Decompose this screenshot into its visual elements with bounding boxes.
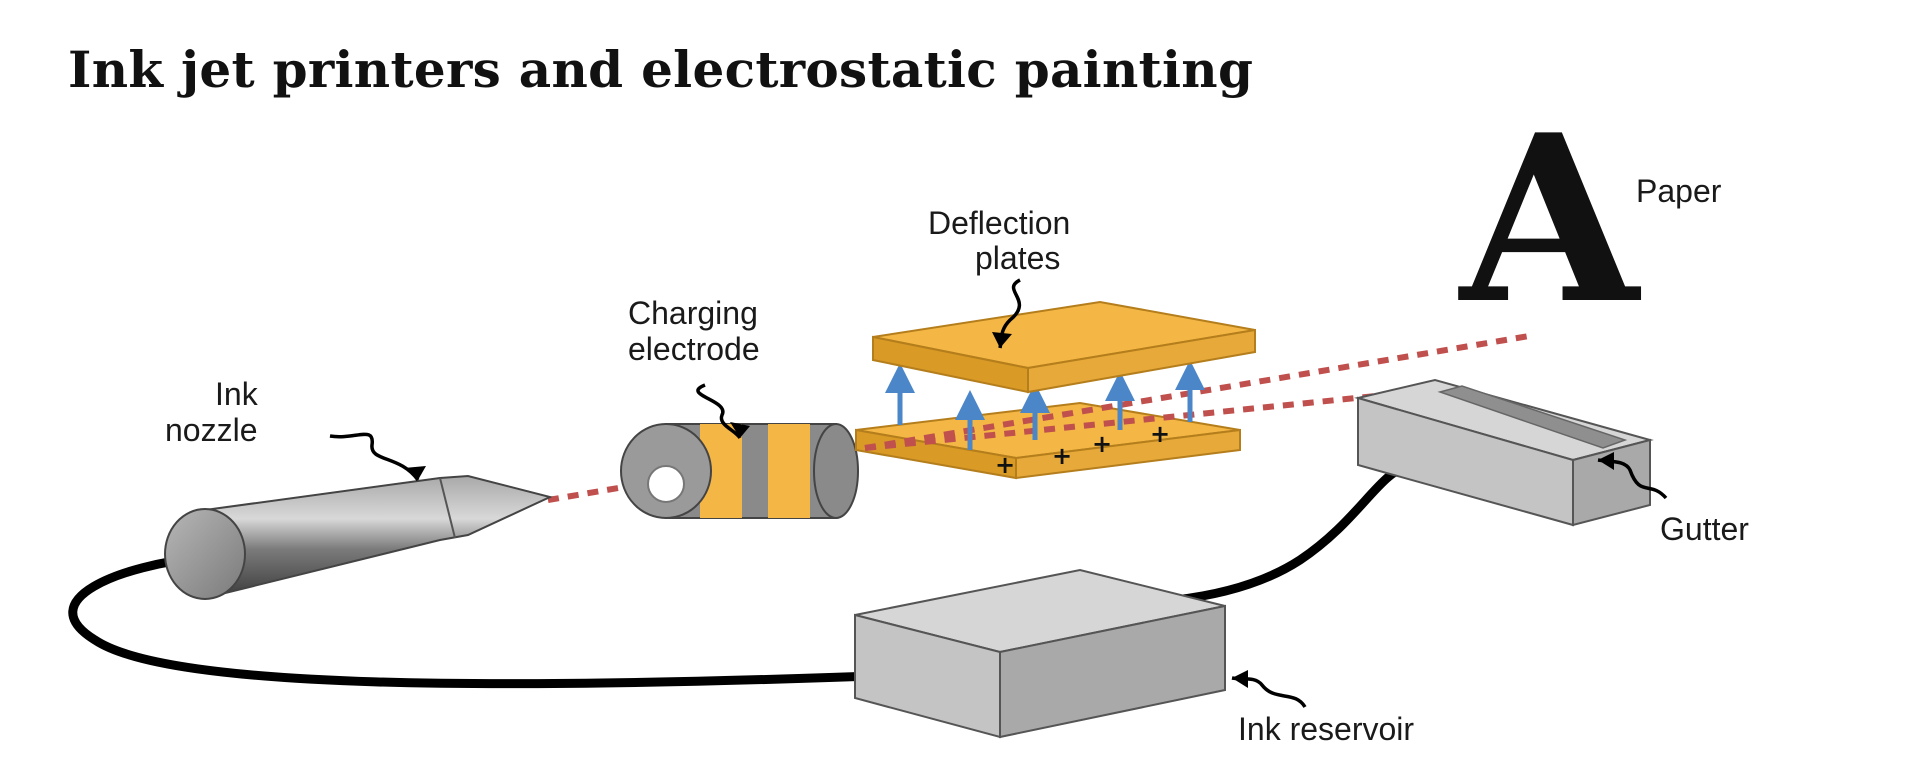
gutter-return-tube [1170,461,1415,605]
label-paper: Paper [1636,173,1722,209]
label-ink-nozzle-line1: Ink [215,376,259,412]
label-pointer-heads [404,332,1614,688]
ink-nozzle [164,474,553,600]
nozzle-supply-tube [68,552,905,689]
plate-charge-2: + [1052,442,1072,470]
plate-charge-4: + [1150,420,1170,448]
label-gutter: Gutter [1660,511,1749,547]
label-charging-electrode-line2: electrode [628,331,760,367]
droplet-stream-deflected [864,332,1536,451]
gutter [1354,378,1654,527]
paper-letter: A [1458,85,1642,355]
plate-charge-1: + [995,451,1015,479]
upper-deflection-plate [872,300,1256,394]
electric-field-arrows [885,360,1205,450]
label-deflection-plates-line1: Deflection [928,205,1070,241]
plate-charge-3: + [1092,430,1112,458]
label-deflection-plates-line2: plates [975,240,1060,276]
label-ink-reservoir: Ink reservoir [1238,711,1414,747]
label-charging-electrode-line1: Charging [628,295,758,331]
charging-electrode [620,423,859,519]
label-ink-nozzle-line2: nozzle [165,412,258,448]
ink-reservoir [854,568,1226,739]
slide-title: Ink jet printers and electrostatic paint… [68,40,1254,99]
